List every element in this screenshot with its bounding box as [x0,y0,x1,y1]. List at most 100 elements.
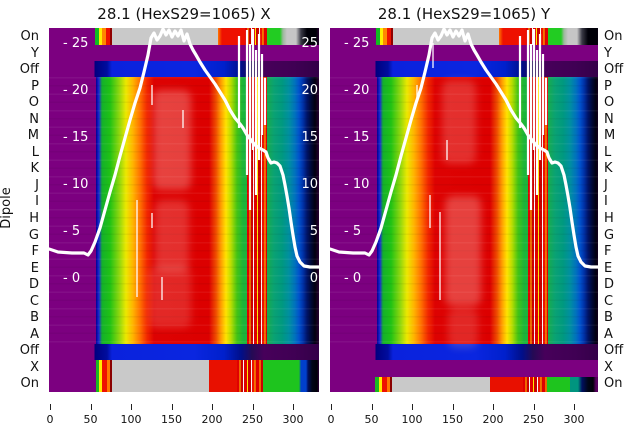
row-label: A [604,326,613,342]
row-label: K [604,161,613,177]
x-tick-label: 0 [327,413,335,426]
x-tick-mark [412,404,413,410]
saturated-band-bottom [49,360,319,392]
fringe-stripes-top [245,28,267,45]
row-banding-overlay [49,77,319,344]
x-tick-mark [452,404,454,410]
x-tick-mark [90,404,92,410]
inner-scale-label-right: 25 [301,36,318,51]
x-tick-label: 0 [46,413,54,426]
y-axis-labels-right: On Y Off P O N M L K J I H G F E D C B A Off X On [603,28,639,392]
saturation-smear [153,90,191,190]
x-tick-label: 50 [83,413,98,426]
inner-scale-label-left: - 20 [63,83,89,98]
row-label: B [30,310,39,326]
inner-scale-label-right: 15 [301,130,318,145]
x-tick-label: 150 [442,413,463,426]
x-tick-mark [171,404,173,410]
beam-image [49,77,319,344]
x-tick-mark [293,404,294,410]
row-label: On [604,376,623,392]
row-label: B [604,310,613,326]
x-tick-label: 50 [364,413,379,426]
row-label: G [28,227,39,243]
saturation-smear [448,308,478,348]
inner-scale-label-right: 0 [309,271,318,286]
x-tick-label: 100 [401,413,423,426]
inner-scale-label-left: - 10 [344,177,370,192]
x-tick-label: 200 [482,413,504,426]
dipole-off-band-bottom [330,343,598,361]
fringe-stripes-bottom [523,377,547,392]
row-label: H [604,210,614,226]
x-tick-mark [212,404,213,410]
panel-y-title: 28.1 (HexS29=1065) Y [377,5,551,23]
row-label: Off [19,343,39,359]
x-tick-label: 250 [242,413,263,426]
inner-scale-label-left: - 0 [63,271,81,286]
saturation-smear [149,266,191,328]
row-label: F [604,244,612,260]
row-banding-overlay [330,77,598,344]
row-label: X [30,359,39,375]
row-label: L [31,144,39,160]
x-tick-label: 300 [563,413,585,426]
row-label: G [604,227,615,243]
x-tick-label: 300 [282,413,304,426]
row-label: On [20,376,39,392]
row-label: I [604,194,608,210]
beam-image [330,77,598,344]
inner-scale-label-left: - 5 [344,224,362,239]
inner-scale-label-left: - 15 [63,130,89,145]
row-label: Off [604,343,624,359]
row-label: D [604,277,615,293]
inner-scale-label-left: - 5 [63,224,81,239]
x-tick-mark [50,404,51,410]
row-label: P [604,78,612,94]
row-label: E [30,260,39,276]
row-label: On [604,29,623,44]
x-tick-mark [371,404,373,410]
inner-scale-label-left: - 20 [344,83,370,98]
x-tick-mark [493,404,494,410]
profile-curve [49,28,319,300]
row-label: M [604,128,616,144]
row-label: H [29,210,39,226]
row-label: F [31,244,39,260]
row-label: O [604,95,615,111]
y-axis-labels-left: On Y Off P O N M L K J I H G F E D C B A Off X On [0,28,40,392]
profile-curve [330,28,598,300]
row-label: P [31,78,39,94]
x-tick-label: 200 [201,413,223,426]
row-label: On [20,29,39,44]
row-label: I [35,194,39,210]
x-axis-right: 0 50 100 150 200 250 300 [328,404,600,434]
dipole-off-band-bottom [49,343,319,361]
x-tick-mark [131,404,132,410]
row-label: O [28,95,39,111]
x-tick-mark [331,404,332,410]
x-axis-left: 0 50 100 150 200 250 300 [47,404,319,434]
inner-scale-label-left: - 25 [344,36,370,51]
row-label: D [28,277,39,293]
saturation-smear [445,196,481,306]
inner-scale-label-left: - 0 [344,271,362,286]
row-label: N [604,111,614,127]
x-tick-label: 150 [161,413,182,426]
x-tick-mark [252,404,254,410]
dipole-off-band-top [49,61,319,78]
x-tick-mark [533,404,535,410]
x-tick-mark [574,404,575,410]
inner-scale-label-left: - 10 [63,177,89,192]
row-label: A [30,326,39,342]
inner-scale-label-right: 5 [309,224,318,239]
heatmap-panel-x: - 25 25 - 20 20 - 15 15 - 10 10 - 5 5 - 0 0 [49,28,319,392]
row-label: K [30,161,39,177]
inner-scale-label-left: - 25 [63,36,89,51]
row-label: Y [31,45,39,61]
row-label: J [35,177,39,193]
row-label: E [604,260,613,276]
row-label: X [604,359,613,375]
row-label: Off [604,62,624,78]
row-label: C [29,293,39,309]
